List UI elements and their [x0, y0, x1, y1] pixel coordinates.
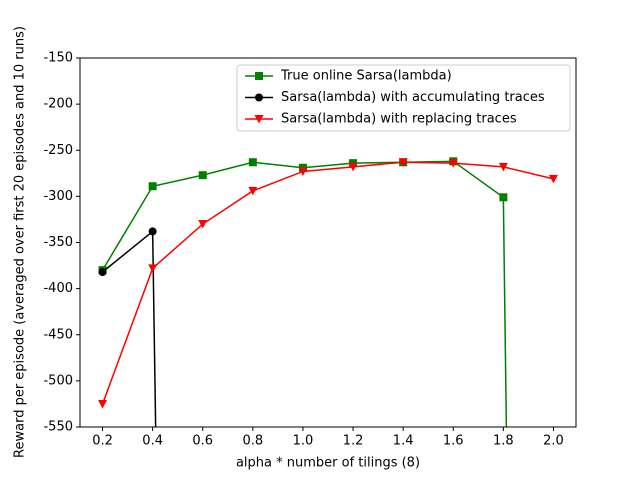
- y-tick-label: -450: [43, 327, 73, 342]
- marker: [499, 193, 508, 202]
- marker: [254, 115, 264, 124]
- marker: [448, 159, 458, 168]
- x-tick-label: 0.8: [243, 434, 264, 449]
- x-tick-label: 1.6: [443, 434, 464, 449]
- marker: [98, 399, 108, 409]
- marker: [498, 162, 508, 172]
- marker: [298, 167, 308, 176]
- legend-box: [236, 64, 571, 132]
- y-tick-label: -150: [43, 51, 73, 66]
- y-tick-label: -200: [43, 97, 73, 112]
- series-line: [101, 161, 554, 405]
- marker: [148, 264, 158, 273]
- y-tick-label: -300: [43, 189, 73, 204]
- series-line: [101, 160, 508, 427]
- x-axis-label: alpha * number of tilings (8): [236, 456, 420, 471]
- legend-label: Sarsa(lambda) with accumulating traces: [281, 90, 545, 105]
- marker: [248, 186, 258, 196]
- y-tick-label: -350: [43, 235, 73, 250]
- marker: [548, 174, 558, 184]
- y-tick-label: -400: [43, 281, 73, 296]
- x-tick-label: 1.8: [493, 434, 514, 449]
- y-tick-label: -550: [43, 420, 73, 435]
- y-tick-label: -250: [43, 143, 73, 158]
- marker: [148, 182, 157, 191]
- marker: [198, 220, 208, 229]
- marker: [348, 162, 358, 172]
- marker: [148, 227, 157, 236]
- marker: [255, 93, 263, 102]
- marker: [255, 72, 263, 80]
- marker: [398, 158, 408, 167]
- marker: [198, 171, 207, 180]
- y-tick-label: -500: [43, 373, 73, 388]
- x-tick-label: 0.6: [192, 434, 213, 449]
- legend-label: Sarsa(lambda) with replacing traces: [281, 112, 517, 127]
- marker: [98, 268, 107, 277]
- legend-label: True online Sarsa(lambda): [280, 69, 452, 84]
- x-tick-label: 1.4: [393, 434, 414, 449]
- x-tick-label: 0.2: [92, 434, 113, 449]
- x-tick-label: 0.4: [142, 434, 163, 449]
- x-tick-label: 1.0: [293, 434, 314, 449]
- plot-area: [98, 157, 558, 427]
- x-tick-label: 1.2: [343, 434, 364, 449]
- plot-frame: [79, 57, 577, 428]
- marker: [248, 158, 257, 167]
- x-tick-label: 2.0: [543, 434, 564, 449]
- y-axis-label: Reward per episode (averaged over first …: [13, 26, 28, 458]
